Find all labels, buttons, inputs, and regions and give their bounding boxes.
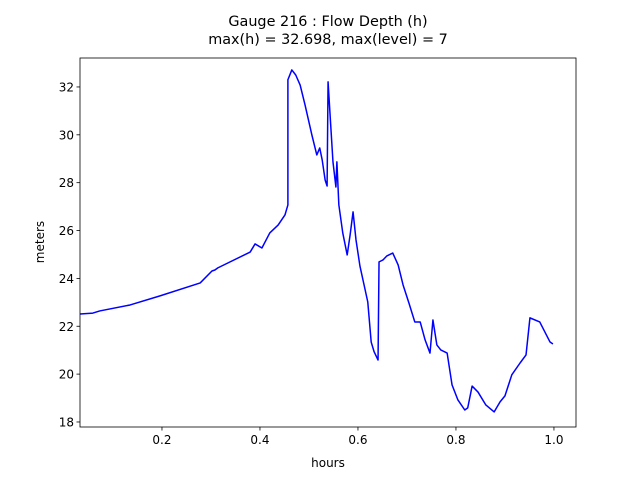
chart-subtitle: max(h) = 32.698, max(level) = 7	[208, 32, 448, 48]
x-tick-label: 1.0	[544, 433, 563, 447]
y-tick-label: 32	[59, 80, 74, 94]
axes-frame	[79, 57, 577, 428]
x-tick-label: 0.8	[446, 433, 465, 447]
x-tick-label: 0.4	[250, 433, 269, 447]
x-tick-label: 0.2	[152, 433, 171, 447]
chart-title: Gauge 216 : Flow Depth (h)	[228, 14, 427, 30]
y-tick-label: 22	[59, 320, 74, 334]
data-line	[80, 69, 554, 413]
x-axis-label: hours	[311, 456, 345, 470]
y-tick-label: 18	[59, 415, 74, 429]
y-tick-label: 24	[59, 272, 74, 286]
x-tick-label: 0.6	[348, 433, 367, 447]
y-tick-label: 30	[59, 128, 74, 142]
y-tick-label: 20	[59, 368, 74, 382]
y-tick-label: 28	[59, 176, 74, 190]
y-axis-label: meters	[33, 221, 47, 263]
y-tick-label: 26	[59, 224, 74, 238]
